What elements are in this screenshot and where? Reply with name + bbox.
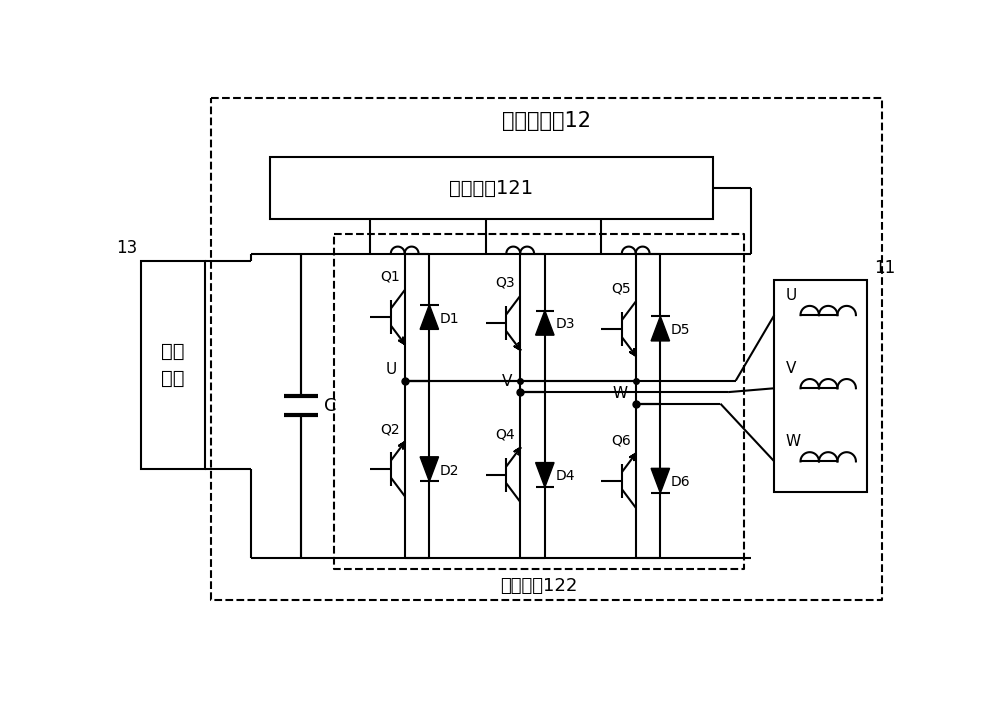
Polygon shape bbox=[420, 305, 439, 329]
Text: U: U bbox=[786, 288, 797, 303]
Polygon shape bbox=[536, 463, 554, 487]
Polygon shape bbox=[536, 311, 554, 335]
Text: W: W bbox=[613, 386, 628, 400]
Text: C: C bbox=[324, 397, 336, 414]
Text: V: V bbox=[786, 361, 796, 376]
Polygon shape bbox=[420, 457, 439, 482]
Text: Q6: Q6 bbox=[611, 433, 631, 447]
Text: D4: D4 bbox=[556, 470, 575, 484]
Text: D2: D2 bbox=[440, 463, 460, 477]
Text: D3: D3 bbox=[556, 318, 575, 332]
Text: 逆变电路122: 逆变电路122 bbox=[500, 577, 577, 595]
Polygon shape bbox=[651, 316, 670, 341]
Polygon shape bbox=[774, 280, 867, 492]
Text: 控制电路121: 控制电路121 bbox=[449, 179, 533, 198]
Text: 13: 13 bbox=[116, 239, 138, 257]
Text: Q4: Q4 bbox=[496, 428, 515, 442]
Polygon shape bbox=[651, 468, 670, 493]
Polygon shape bbox=[270, 157, 713, 219]
Text: 电机控制妇12: 电机控制妇12 bbox=[502, 111, 591, 131]
Text: 11: 11 bbox=[874, 259, 896, 277]
Text: U: U bbox=[386, 362, 397, 378]
Text: 动力
电池: 动力 电池 bbox=[161, 342, 185, 388]
Text: D1: D1 bbox=[440, 311, 460, 325]
Text: Q5: Q5 bbox=[611, 282, 631, 296]
Text: D6: D6 bbox=[671, 475, 691, 489]
Polygon shape bbox=[141, 261, 205, 469]
Text: D5: D5 bbox=[671, 323, 691, 337]
Text: Q2: Q2 bbox=[380, 422, 400, 436]
Text: Q3: Q3 bbox=[496, 275, 515, 290]
Text: Q1: Q1 bbox=[380, 270, 400, 284]
Text: W: W bbox=[786, 434, 801, 449]
Text: V: V bbox=[502, 374, 512, 389]
